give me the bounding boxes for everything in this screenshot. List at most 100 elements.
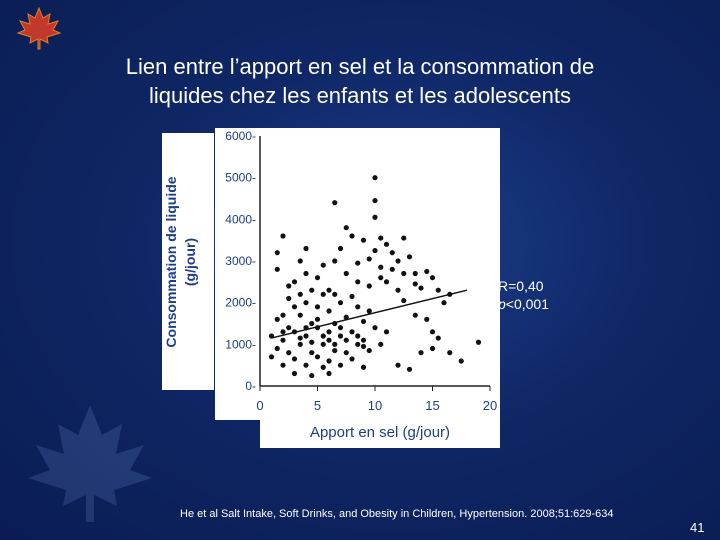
x-tick-label: 10: [368, 398, 382, 413]
data-point: [309, 287, 315, 293]
data-point: [447, 350, 453, 356]
y-axis-label-line-2: (g/jour): [182, 237, 198, 287]
data-point: [314, 316, 321, 322]
data-point: [349, 293, 355, 300]
data-point: [355, 304, 361, 310]
data-point: [337, 300, 344, 306]
data-point: [378, 235, 384, 241]
data-point: [280, 337, 286, 343]
data-point: [366, 283, 372, 289]
data-point: [337, 245, 344, 252]
data-point: [412, 281, 418, 287]
data-point: [372, 214, 378, 220]
data-point: [320, 341, 326, 347]
correlation-annotation: R=0,40 p<0,001: [498, 277, 549, 313]
data-point: [280, 312, 286, 318]
data-point: [395, 287, 401, 293]
data-point: [349, 233, 355, 239]
regression-line: [271, 289, 468, 339]
data-point: [389, 266, 395, 272]
x-axis-label: Apport en sel (g/jour): [309, 423, 451, 441]
data-point: [337, 362, 344, 368]
data-point: [378, 264, 384, 270]
data-point: [297, 341, 303, 347]
data-point: [349, 329, 355, 335]
maple-leaf-logo-icon: [16, 6, 62, 50]
data-point: [401, 297, 407, 304]
maple-leaf-watermark-icon: [28, 405, 152, 522]
data-point: [332, 347, 338, 354]
data-point: [366, 256, 372, 262]
data-point: [303, 300, 309, 306]
data-point: [389, 250, 395, 256]
data-point: [360, 237, 367, 243]
data-point: [332, 291, 338, 297]
data-point: [372, 247, 378, 254]
y-tick-label: 4000-: [225, 212, 256, 226]
data-point: [297, 312, 303, 318]
data-point: [280, 362, 286, 368]
x-tick-label: 5: [314, 398, 321, 413]
data-point: [343, 314, 349, 320]
data-point: [366, 308, 372, 314]
data-point: [406, 254, 413, 260]
data-point: [332, 258, 338, 264]
data-point: [395, 362, 401, 368]
data-point: [314, 304, 321, 310]
data-point: [435, 287, 441, 293]
data-point: [326, 358, 332, 364]
data-point: [372, 197, 378, 204]
p-threshold: <0,001: [505, 296, 550, 312]
data-point: [326, 370, 332, 377]
data-point: [286, 325, 292, 331]
data-point: [280, 329, 286, 335]
data-point: [383, 241, 390, 247]
title-line-2: liquides chez les enfants et les adolesc…: [149, 83, 571, 108]
data-point: [372, 175, 378, 181]
data-point: [343, 270, 349, 277]
data-point: [303, 362, 309, 368]
data-point: [268, 354, 275, 360]
data-point: [337, 325, 344, 331]
data-point: [309, 350, 315, 356]
data-point: [309, 339, 315, 345]
data-point: [343, 350, 349, 356]
y-tick-label: 1000-: [225, 337, 256, 351]
y-axis-label-line-1: Consommation de liquide: [163, 176, 179, 348]
data-point: [475, 339, 482, 345]
data-point: [401, 235, 407, 241]
data-point: [326, 287, 332, 293]
x-tick-label: 20: [483, 398, 497, 413]
data-point: [326, 329, 332, 335]
data-point: [326, 337, 332, 343]
p-value: p<0,001: [498, 295, 549, 313]
p-symbol: p: [498, 296, 506, 312]
data-point: [424, 316, 430, 322]
data-point: [280, 233, 286, 239]
data-point: [343, 337, 349, 343]
data-point: [355, 260, 361, 266]
data-point: [326, 308, 332, 314]
data-point: [320, 291, 326, 297]
slide-title: Lien entre l’apport en sel et la consomm…: [60, 52, 660, 110]
data-point: [378, 275, 384, 281]
y-axis-label: Consommation de liquide (g/jour): [162, 134, 214, 391]
scatter-plot: 0- 1000- 2000- 3000- 4000- 5000- 6000- 0 5 10 15 20: [225, 129, 497, 413]
data-point: [366, 347, 372, 354]
data-point: [378, 341, 384, 347]
data-point: [435, 335, 441, 341]
data-point: [412, 270, 418, 277]
data-point: [360, 337, 367, 343]
data-point: [274, 345, 280, 352]
data-point: [401, 270, 407, 277]
data-point: [274, 250, 280, 256]
data-point: [286, 350, 292, 356]
data-point: [332, 200, 338, 206]
x-tick-label: 15: [425, 398, 439, 413]
data-point: [274, 266, 280, 272]
data-point: [441, 300, 447, 306]
data-point: [429, 275, 436, 281]
y-tick-label: 5000-: [225, 171, 256, 185]
data-point: [291, 370, 298, 377]
data-point: [309, 320, 315, 327]
